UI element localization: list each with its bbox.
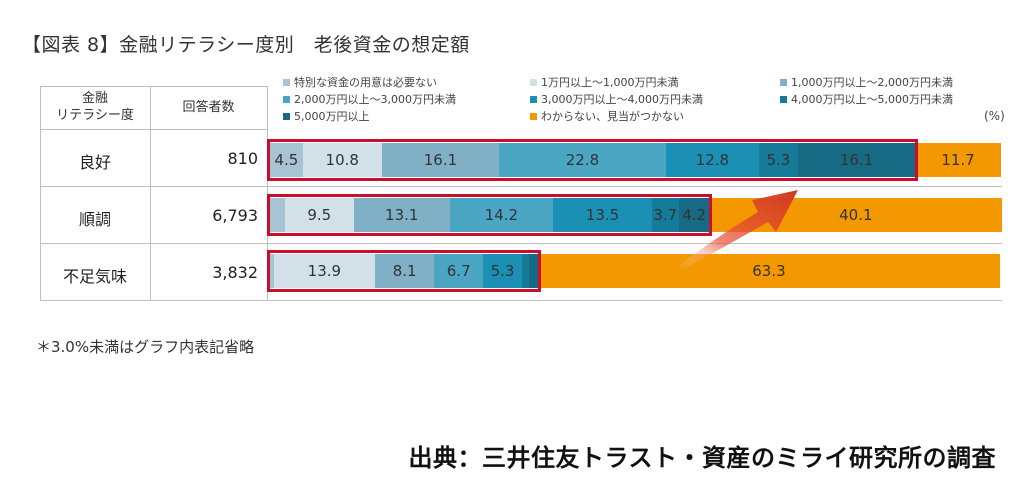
bar-value-label: 10.8	[325, 151, 359, 169]
header-literacy-line: リテラシー度	[56, 108, 134, 123]
bar-value-label: 40.1	[839, 206, 873, 224]
bar-value-label: 8.1	[392, 262, 417, 280]
bar-segment: 40.1	[709, 198, 1003, 232]
footnote: ＊3.0%未満はグラフ内表記省略	[36, 338, 255, 356]
bar-value-label: 4.5	[274, 151, 299, 169]
chart-title: 【図表 8】金融リテラシー度別 老後資金の想定額	[22, 34, 470, 56]
bar-segment: 12.8	[665, 143, 760, 177]
bar-value-label: 14.2	[484, 206, 519, 224]
legend-swatch	[530, 78, 537, 86]
bar-row-good: 4.5 10.8 16.1 22.8 12.8 5.3 16.1 11.7	[270, 143, 1001, 177]
bar-segment: 6.7	[434, 254, 484, 288]
bar-value-label: 12.8	[695, 151, 730, 169]
bar-segment	[529, 254, 538, 288]
bar-segment	[521, 254, 530, 288]
bar-value-label: 5.3	[766, 151, 791, 169]
bar-segment: 16.1	[381, 143, 500, 177]
legend-swatch	[780, 78, 787, 86]
bar-value-label: 13.9	[307, 262, 342, 280]
bar-value-label: 63.3	[752, 262, 786, 280]
bar-segment: 16.1	[797, 143, 916, 177]
bar-value-label: 9.5	[307, 206, 332, 224]
respondent-count-fair: 6,793	[212, 206, 258, 225]
bar-segment: 13.5	[553, 198, 652, 232]
source-credit: 出典：三井住友トラスト・資産のミライ研究所の調査	[408, 444, 996, 472]
respondent-count-lacking: 3,832	[212, 263, 258, 282]
bar-segment: 9.5	[284, 198, 354, 232]
bar-segment: 3.7	[651, 198, 679, 232]
bar-row-fair: 9.5 13.1 14.2 13.5 3.7 4.2 40.1	[270, 198, 1003, 232]
bar-segment: 63.3	[537, 254, 1000, 288]
bar-segment: 11.7	[915, 143, 1001, 177]
row-label-fair: 順調	[78, 210, 111, 229]
respondent-count-good: 810	[227, 149, 258, 168]
bar-segment: 5.3	[483, 254, 522, 288]
bar-value-label: 16.1	[423, 151, 458, 169]
bar-segment: 5.3	[759, 143, 798, 177]
bar-segment: 22.8	[499, 143, 666, 177]
row-label-lacking: 不足気味	[62, 267, 127, 286]
bar-value-label: 13.5	[585, 206, 620, 224]
header-respondents: 回答者数	[182, 100, 235, 115]
bar-segment: 4.5	[270, 143, 303, 177]
bar-segment: 4.2	[678, 198, 710, 232]
bar-segment	[270, 254, 274, 288]
bar-segment: 8.1	[375, 254, 435, 288]
unit-label: (%)	[984, 109, 1005, 123]
bar-segment	[270, 198, 285, 232]
row-label-good: 良好	[78, 153, 111, 172]
bar-value-label: 3.7	[653, 206, 678, 224]
bar-value-label: 6.7	[446, 262, 471, 280]
bar-value-label: 13.1	[385, 206, 419, 224]
chart-table: 金融リテラシー度 回答者数 良好 順調 不足気味 810 6,793 3,832	[40, 86, 1002, 301]
bar-segment: 13.9	[273, 254, 376, 288]
bar-segment: 13.1	[353, 198, 450, 232]
legend-swatch	[283, 78, 290, 86]
bar-row-lacking: 13.9 8.1 6.7 5.3 63.3	[270, 254, 1000, 288]
header-literacy-line: 金融	[81, 91, 108, 106]
bar-value-label: 11.7	[941, 151, 975, 169]
bar-segment: 10.8	[302, 143, 382, 177]
bar-segment: 14.2	[449, 198, 554, 232]
bar-value-label: 22.8	[565, 151, 600, 169]
bar-value-label: 16.1	[839, 151, 874, 169]
bar-value-label: 4.2	[682, 206, 707, 224]
header-literacy: 金融 リテラシー度	[40, 90, 150, 124]
bar-value-label: 5.3	[490, 262, 515, 280]
